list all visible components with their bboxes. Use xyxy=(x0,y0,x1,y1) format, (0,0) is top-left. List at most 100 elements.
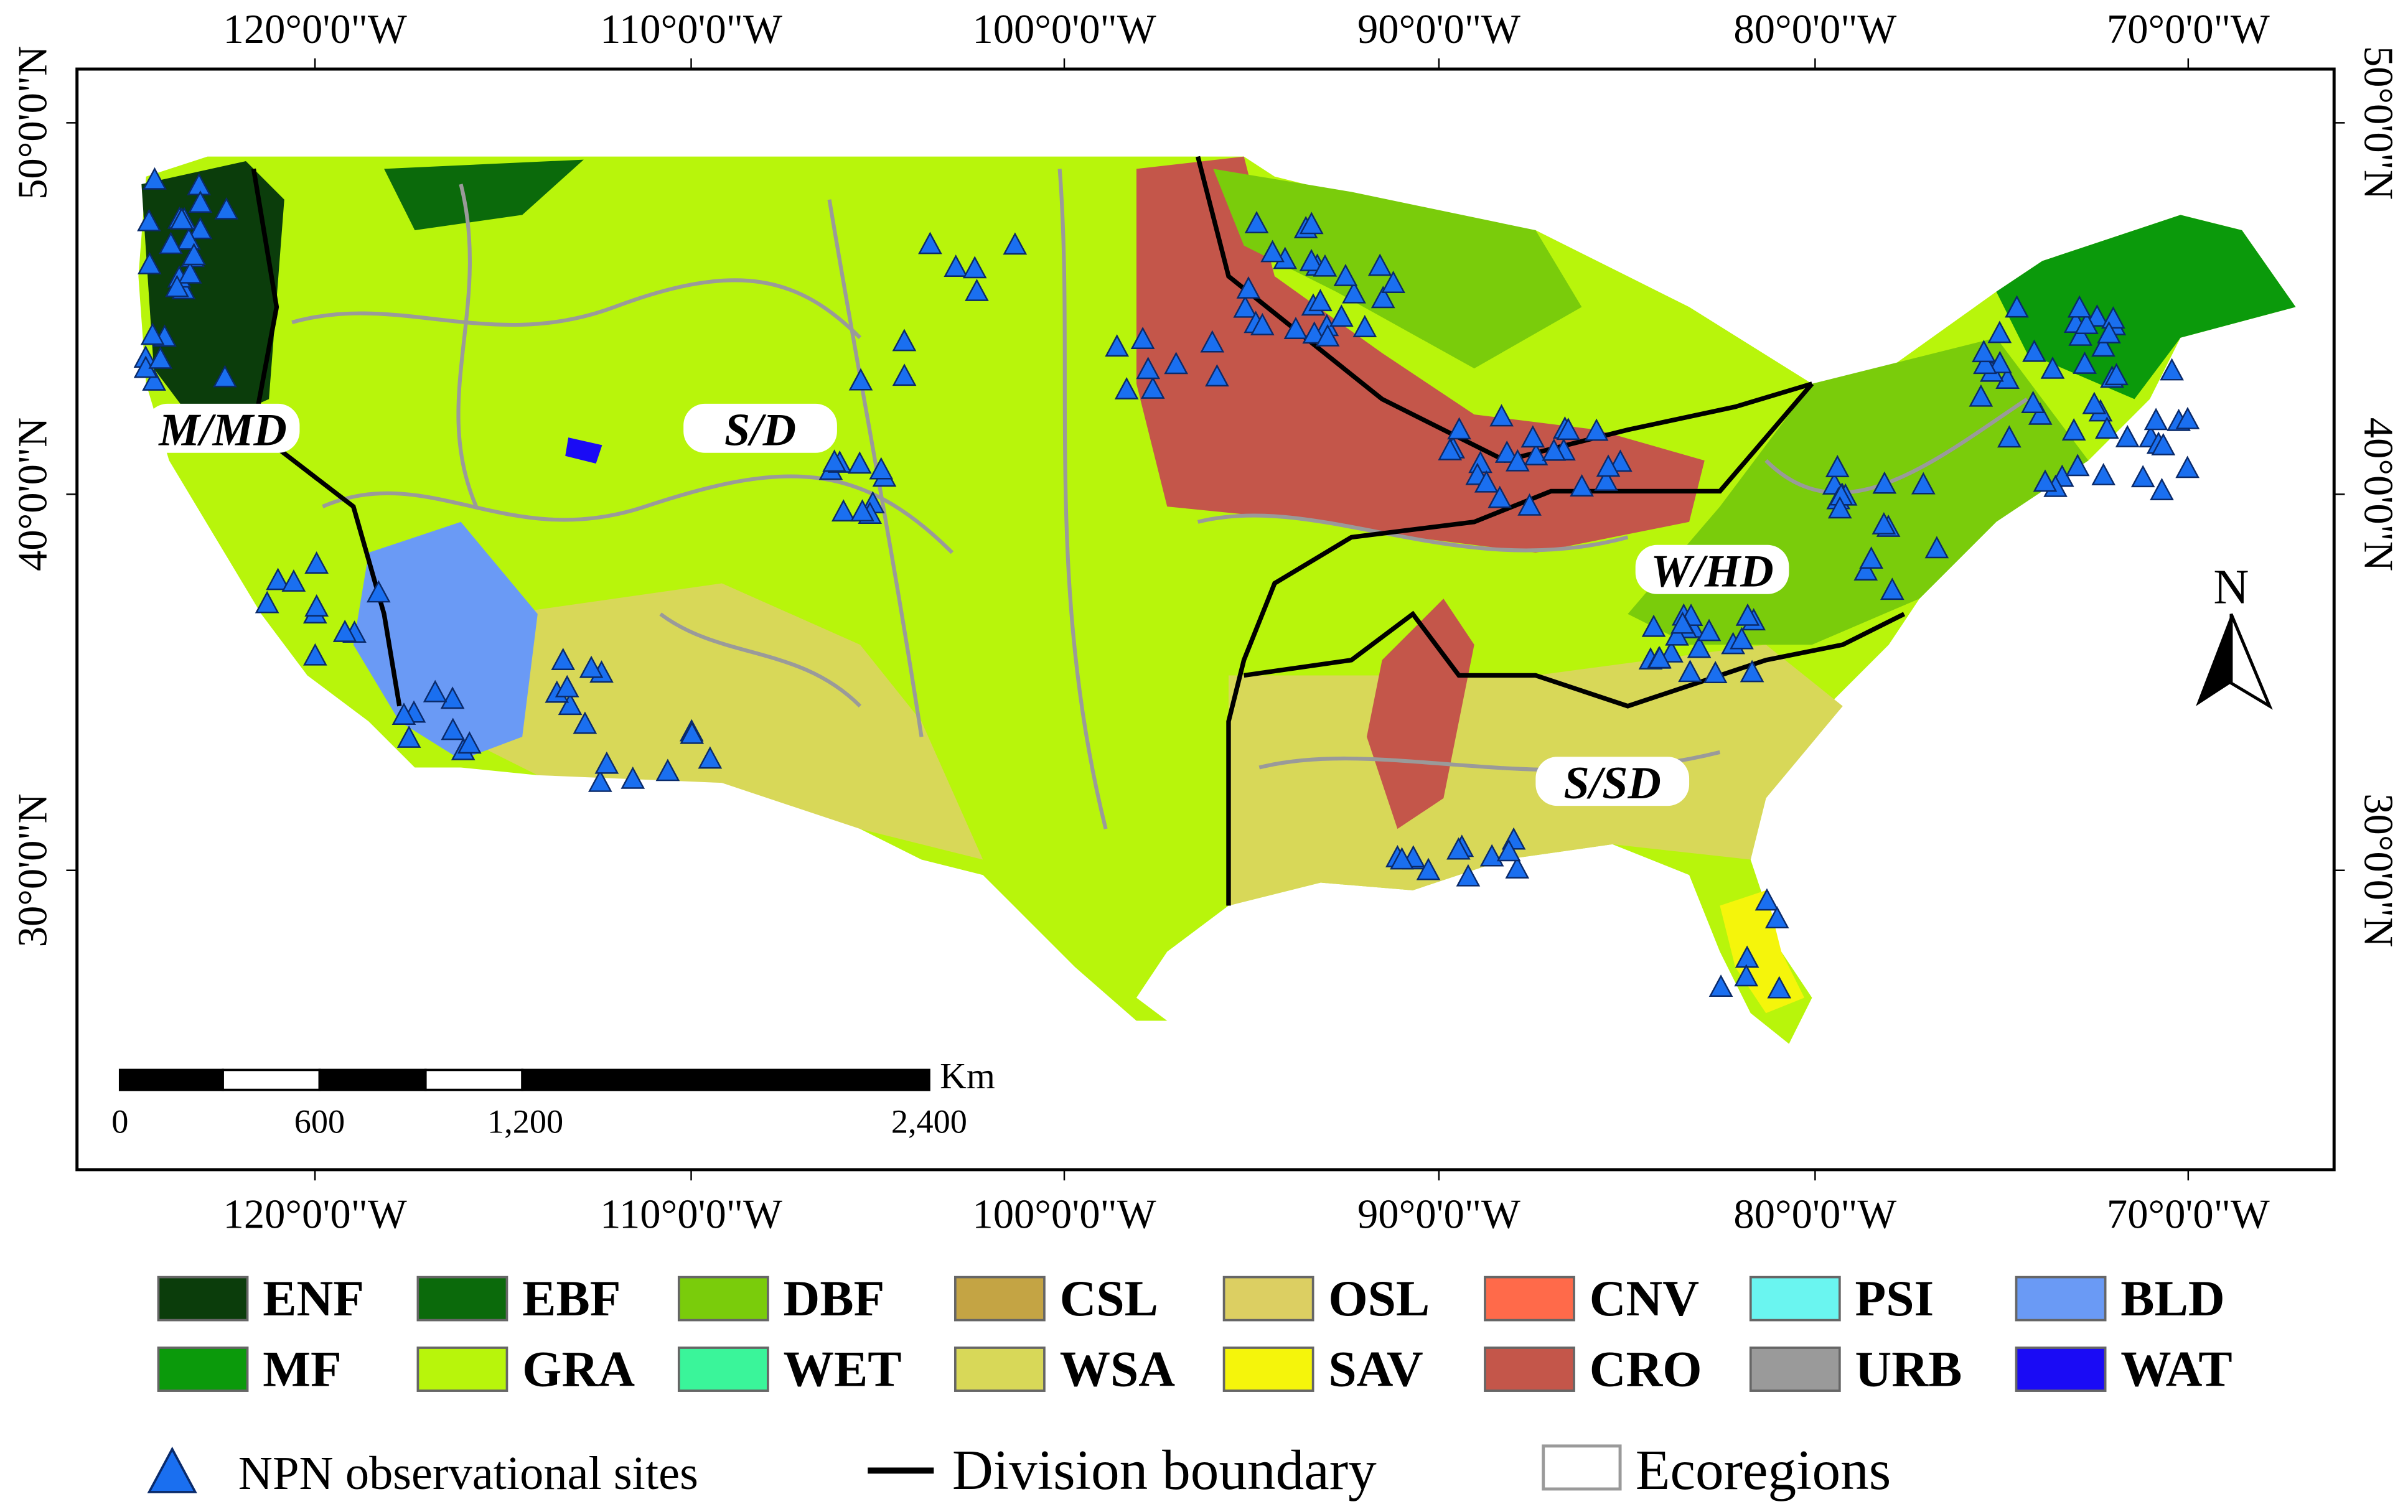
scale-segment xyxy=(424,1068,523,1091)
site-marker xyxy=(2067,295,2092,318)
site-marker xyxy=(214,197,239,220)
land-cover-region xyxy=(461,583,983,860)
site-marker xyxy=(2085,304,2109,327)
site-marker xyxy=(1329,304,1354,327)
scale-label: 1,200 xyxy=(487,1103,563,1141)
site-marker xyxy=(1735,603,1760,626)
site-marker xyxy=(1520,425,1545,448)
site-marker xyxy=(1827,496,1852,519)
site-marker xyxy=(2022,339,2046,362)
site-marker xyxy=(1205,364,1229,387)
site-marker xyxy=(441,717,466,740)
site-marker xyxy=(1474,470,1499,493)
site-marker xyxy=(1105,334,1130,357)
lon-label-top: 90°0'0"W xyxy=(1357,7,1520,52)
legend-swatch xyxy=(677,1346,769,1392)
site-marker xyxy=(555,674,579,698)
site-marker xyxy=(2151,432,2176,455)
lon-label-top: 80°0'0"W xyxy=(1733,7,1896,52)
legend-label: SAV xyxy=(1328,1341,1423,1398)
site-marker xyxy=(573,711,597,734)
site-marker xyxy=(1517,493,1542,516)
lon-label-bottom: 100°0'0"W xyxy=(972,1192,1156,1238)
site-marker xyxy=(1370,286,1395,309)
site-marker xyxy=(2160,358,2184,381)
site-marker xyxy=(847,451,872,474)
site-marker xyxy=(1505,856,1530,879)
site-marker xyxy=(140,322,165,345)
lon-label-top: 70°0'0"W xyxy=(2107,7,2270,52)
division-label: W/HD xyxy=(1651,546,1773,597)
site-marker xyxy=(594,751,619,774)
lon-label-top: 100°0'0"W xyxy=(972,7,1156,52)
site-marker xyxy=(169,207,194,230)
site-marker xyxy=(1687,635,1712,658)
site-marker xyxy=(1416,857,1441,880)
scale-segment xyxy=(318,1068,427,1091)
legend-swatch xyxy=(416,1276,508,1322)
site-marker xyxy=(178,261,202,284)
site-marker xyxy=(1130,327,1155,350)
scale-label: 0 xyxy=(111,1103,128,1141)
legend-swatch xyxy=(2015,1346,2107,1392)
site-marker xyxy=(918,231,942,254)
site-marker xyxy=(1352,315,1377,337)
legend-label: ENF xyxy=(263,1270,364,1327)
legend-label: URB xyxy=(1855,1341,1962,1398)
north-label: N xyxy=(2213,561,2249,615)
site-marker xyxy=(621,766,645,789)
site-marker xyxy=(1872,471,1897,494)
site-marker xyxy=(366,580,391,603)
site-marker xyxy=(1283,317,1308,340)
site-marker xyxy=(2068,323,2092,346)
site-marker xyxy=(1734,964,1759,987)
site-marker xyxy=(2130,465,2155,488)
site-marker xyxy=(1859,546,1883,569)
site-marker xyxy=(1678,660,1702,683)
site-marker xyxy=(579,655,604,678)
site-marker xyxy=(1697,618,1722,642)
site-marker xyxy=(1524,442,1548,465)
lat-label-right: 50°0'0"N xyxy=(2356,46,2401,200)
site-marker xyxy=(1333,263,1358,286)
site-marker xyxy=(1570,474,1594,497)
site-marker xyxy=(1987,320,2012,343)
site-marker xyxy=(1299,248,1324,271)
scale-segment xyxy=(222,1068,321,1091)
legend-label: OSL xyxy=(1328,1270,1430,1327)
site-marker xyxy=(148,346,173,369)
division-label: S/SD xyxy=(1564,758,1661,809)
site-marker xyxy=(1995,366,2020,389)
site-marker xyxy=(1299,212,1324,235)
lon-label-bottom: 70°0'0"W xyxy=(2107,1192,2270,1238)
legend-label: PSI xyxy=(1855,1270,1934,1327)
lat-label-left: 40°0'0"N xyxy=(10,418,55,571)
site-marker xyxy=(1659,640,1684,663)
site-marker xyxy=(137,251,162,274)
scale-segment xyxy=(521,1068,930,1091)
lon-label-top: 110°0'0"W xyxy=(600,7,782,52)
site-marker xyxy=(1764,906,1789,929)
site-marker xyxy=(1489,404,1514,427)
site-marker xyxy=(1447,417,1471,440)
division-label-bg xyxy=(683,403,837,453)
legend-swatch xyxy=(953,1276,1046,1322)
site-marker xyxy=(2073,351,2097,374)
legend-swatch xyxy=(157,1346,249,1392)
land-cover-region xyxy=(384,159,584,231)
site-marker xyxy=(1924,536,1949,559)
site-marker xyxy=(281,569,306,592)
site-marker xyxy=(1506,449,1530,472)
site-marker xyxy=(1825,455,1850,477)
site-marker xyxy=(303,643,327,666)
site-marker xyxy=(1754,888,1779,911)
site-marker xyxy=(1456,864,1481,887)
legend-swatch xyxy=(1749,1346,1841,1392)
site-marker xyxy=(2091,334,2115,357)
site-marker xyxy=(2061,418,2086,441)
legend-label: EBF xyxy=(522,1270,621,1327)
site-marker xyxy=(2097,320,2121,343)
site-marker xyxy=(1140,376,1165,399)
legend-label: DBF xyxy=(784,1270,885,1327)
scale-segment xyxy=(118,1068,224,1091)
